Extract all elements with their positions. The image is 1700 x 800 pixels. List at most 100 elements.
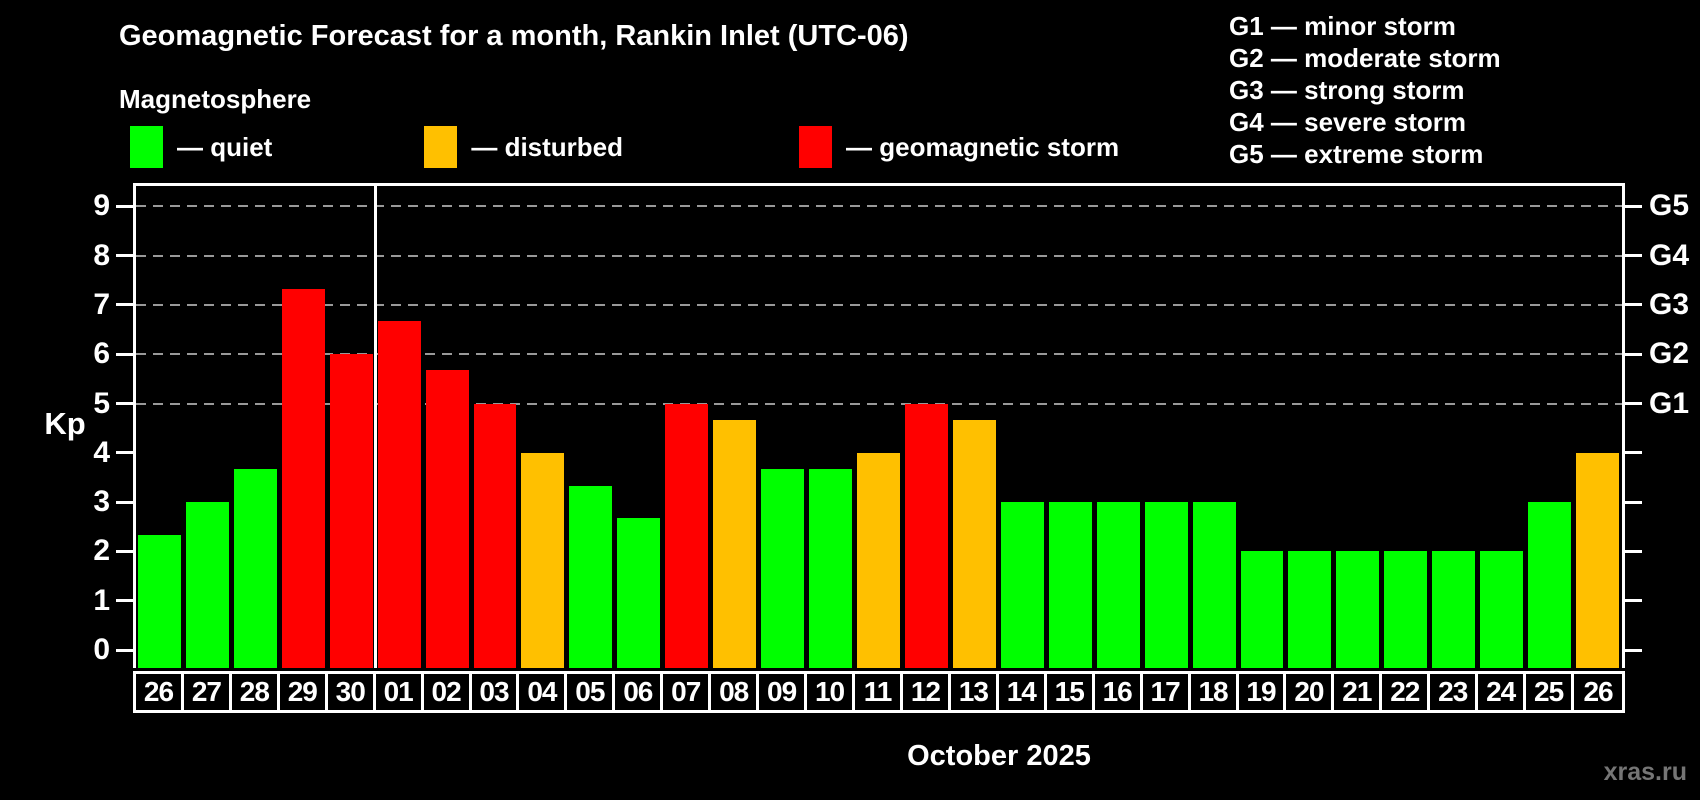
- date-cell-08: 08: [711, 674, 760, 710]
- y-axis-tick-right-4: [1625, 451, 1642, 455]
- date-cell-12: 12: [903, 674, 951, 710]
- date-cell-23: 23: [1430, 674, 1479, 710]
- date-cell-21: 21: [1334, 674, 1383, 710]
- bar-day-09: [761, 469, 805, 668]
- y-axis-tick-left-6: [116, 352, 133, 356]
- bar-day-05: [569, 485, 613, 668]
- page-title: Geomagnetic Forecast for a month, Rankin…: [119, 20, 909, 52]
- bar-day-17: [1144, 502, 1188, 668]
- y-axis-title: Kp: [44, 406, 86, 441]
- y-axis-label-0: 0: [93, 633, 110, 666]
- gridline-kp7: [136, 303, 1622, 306]
- chart-subtitle: Magnetosphere: [119, 84, 312, 114]
- y-axis-tick-left-1: [116, 599, 133, 603]
- y-axis-tick-right-1: [1625, 599, 1642, 603]
- bar-day-21: [1336, 551, 1380, 668]
- bar-day-19: [1240, 551, 1284, 668]
- date-cell-15: 15: [1047, 674, 1095, 710]
- bar-day-25: [1528, 502, 1572, 668]
- legend-swatch-storm: [799, 126, 833, 168]
- bar-day-22: [1384, 551, 1428, 668]
- y-axis-tick-right-8: [1625, 254, 1642, 258]
- date-cell-05: 05: [567, 674, 616, 710]
- bar-day-14: [1000, 502, 1044, 668]
- bar-day-03: [473, 403, 517, 668]
- legend-swatch-disturbed: [424, 126, 458, 168]
- g-level-label-g2: G2: [1649, 337, 1690, 371]
- date-cell-26: 26: [1583, 676, 1613, 707]
- date-cell-28: 28: [232, 674, 280, 710]
- date-cell-16: 16: [1095, 674, 1143, 710]
- g-level-label-g3: G3: [1649, 287, 1690, 321]
- y-axis-tick-left-7: [116, 303, 133, 307]
- g-level-label-g5: G5: [1649, 189, 1690, 223]
- legend-label-quiet: — quiet: [177, 131, 273, 162]
- y-axis-tick-left-5: [116, 402, 133, 405]
- bar-day-27: [185, 502, 229, 668]
- y-axis-tick-left-3: [116, 500, 133, 504]
- storm-scale-legend: G1 — minor storm G2 — moderate storm G3 — …: [1229, 10, 1501, 170]
- y-axis-label-8: 8: [93, 238, 110, 272]
- date-cell-11: 11: [855, 674, 903, 710]
- gridline-kp9: [136, 205, 1622, 208]
- legend-item-storm: — geomagnetic storm: [799, 126, 1119, 168]
- y-axis-tick-right-7: [1625, 303, 1642, 307]
- bar-day-28: [233, 469, 277, 668]
- bar-day-29: [281, 288, 325, 668]
- bar-day-04: [521, 452, 565, 668]
- bar-day-23: [1432, 551, 1476, 668]
- date-cell-04: 04: [519, 674, 568, 710]
- date-cell-13: 13: [951, 674, 999, 710]
- plot-area: [133, 183, 1625, 668]
- y-axis-label-6: 6: [93, 337, 110, 371]
- date-cell-17: 17: [1143, 674, 1191, 710]
- date-cell-02: 02: [424, 674, 472, 710]
- bar-day-10: [809, 469, 853, 668]
- legend-item-quiet: — quiet: [130, 126, 272, 168]
- y-axis-tick-left-0: [116, 648, 133, 652]
- y-axis-tick-left-8: [116, 254, 133, 258]
- y-axis-tick-left-2: [116, 549, 133, 553]
- date-cell-26: 26: [136, 674, 184, 710]
- bar-day-12: [904, 403, 948, 668]
- bar-day-06: [617, 518, 661, 668]
- y-axis-tick-left-9: [116, 204, 133, 208]
- date-cell-03: 03: [472, 674, 520, 710]
- g-level-label-g4: G4: [1649, 238, 1690, 272]
- bar-day-01: [377, 321, 421, 668]
- date-cell-30: 30: [328, 674, 376, 710]
- y-axis-tick-right-0: [1625, 648, 1642, 652]
- date-cell-27: 27: [184, 674, 232, 710]
- storm-scale-line-4: G4 — severe storm: [1229, 107, 1467, 137]
- legend-label-storm: — geomagnetic storm: [846, 131, 1120, 162]
- y-axis-tick-right-3: [1625, 500, 1642, 504]
- y-axis-label-3: 3: [93, 485, 110, 519]
- x-axis-date-row: 26 27 28 29 30 01 02 03 04 05 06 07 08 09 10 11 12 13 14 15…: [133, 671, 1625, 713]
- g-level-label-g1: G1: [1649, 386, 1690, 420]
- month-label: October 2025: [907, 740, 1091, 772]
- bar-day-08: [713, 419, 757, 668]
- date-cell-07: 07: [663, 674, 712, 710]
- gridline-kp5: [136, 402, 1622, 405]
- legend-swatch-quiet: [130, 126, 163, 168]
- bar-day-07: [665, 403, 709, 668]
- bar-day-24: [1480, 551, 1524, 668]
- legend-label-disturbed: — disturbed: [471, 131, 624, 162]
- y-axis-tick-right-6: [1625, 352, 1642, 356]
- legend-item-disturbed: — disturbed: [424, 126, 623, 168]
- storm-scale-line-2: G2 — moderate storm: [1229, 43, 1501, 73]
- storm-scale-line-1: G1 — minor storm: [1229, 11, 1456, 41]
- month-separator: [373, 186, 377, 668]
- bar-day-13: [952, 419, 996, 668]
- date-cell-19: 19: [1239, 674, 1287, 710]
- storm-scale-line-5: G5 — extreme storm: [1229, 139, 1484, 169]
- date-cell-20: 20: [1286, 674, 1335, 710]
- y-axis-label-4: 4: [93, 435, 110, 469]
- date-cell-18: 18: [1191, 674, 1239, 710]
- date-cell-01: 01: [376, 674, 424, 710]
- date-cell-22: 22: [1382, 674, 1431, 710]
- y-axis-tick-left-4: [116, 451, 133, 455]
- bar-day-16: [1096, 502, 1140, 668]
- bar-day-30: [329, 354, 373, 668]
